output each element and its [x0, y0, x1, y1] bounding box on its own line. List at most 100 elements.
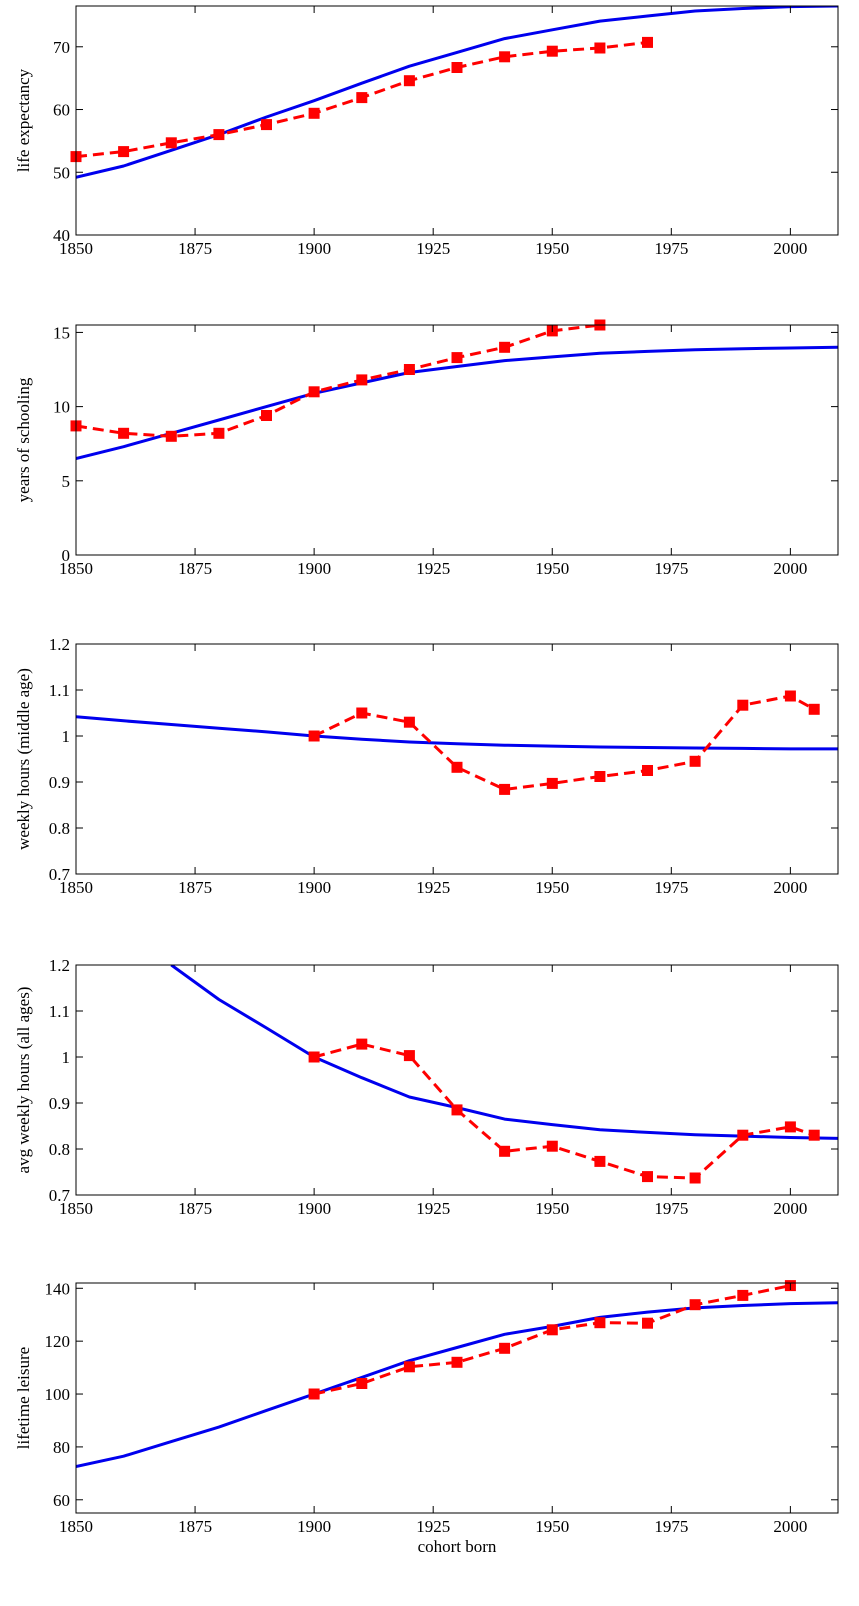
data-point-marker: [689, 1299, 701, 1311]
data-point-marker: [642, 36, 653, 48]
x-tick-label: 1850: [59, 559, 93, 578]
plot-area: [170, 965, 838, 1180]
model-series-line: [76, 715, 838, 751]
x-tick-label: 2000: [773, 1199, 807, 1218]
data-point-marker: [499, 1342, 511, 1354]
x-tick-label: 1975: [654, 239, 688, 258]
data-point-marker: [594, 771, 606, 782]
x-tick-label: 2000: [773, 1517, 807, 1536]
data-point-marker: [737, 1289, 749, 1301]
data-point-marker: [642, 1171, 653, 1183]
data-point-marker: [546, 1140, 558, 1152]
data-point-marker: [451, 1104, 463, 1116]
data-point-marker: [546, 1324, 558, 1336]
x-tick-label: 1975: [654, 878, 688, 897]
data-point-marker: [403, 1050, 415, 1062]
data-series-line: [76, 325, 601, 438]
data-point-marker: [261, 410, 272, 421]
y-tick-label: 0.7: [49, 865, 71, 884]
data-point-marker: [308, 386, 320, 398]
x-tick-label: 1925: [416, 1199, 450, 1218]
plot-area: [76, 6, 838, 179]
x-tick-label: 1950: [535, 239, 569, 258]
data-point-marker: [356, 374, 368, 386]
data-point-marker: [689, 755, 701, 767]
y-tick-label: 140: [45, 1279, 71, 1298]
y-tick-label: 0.9: [49, 773, 70, 792]
data-point-marker: [594, 1317, 606, 1329]
data-point-marker: [499, 51, 511, 63]
model-series-line: [76, 6, 838, 179]
x-tick-label: 1875: [178, 1199, 212, 1218]
y-tick-label: 5: [62, 472, 71, 491]
axes-box: [75, 1282, 839, 1514]
data-point-marker: [451, 62, 463, 73]
data-point-marker: [784, 690, 796, 702]
model-series-line: [76, 345, 838, 460]
data-point-marker: [499, 341, 511, 353]
y-tick-label: 0.8: [49, 819, 70, 838]
plot-area: [76, 694, 838, 791]
y-tick-label: 0.7: [49, 1186, 71, 1205]
x-tick-label: 1925: [416, 1517, 450, 1536]
chart-panel-2: 1850 1875 1900 1925 1950 1975 2000 0 5 10 15 years …: [14, 319, 839, 578]
x-tick-label: 1975: [654, 1517, 688, 1536]
y-tick-label: 0.8: [49, 1140, 70, 1159]
data-point-marker: [356, 707, 368, 719]
x-tick-label: 1850: [59, 878, 93, 897]
data-point-marker: [403, 364, 415, 375]
x-tick-label: 1975: [654, 1199, 688, 1218]
data-point-marker: [403, 1361, 415, 1373]
x-tick-label: 1950: [535, 878, 569, 897]
model-series-line: [76, 1301, 838, 1468]
chart-panel-4: 1850 1875 1900 1925 1950 1975 2000 0.7 0.8 0.9 1 1.…: [14, 956, 839, 1218]
x-tick-label: 1900: [297, 878, 331, 897]
chart-panel-3: 1850 1875 1900 1925 1950 1975 2000 0.7 0.8 0.9 1 1.…: [14, 635, 839, 897]
x-tick-label: 1875: [178, 878, 212, 897]
data-point-marker: [308, 730, 320, 742]
x-tick-label: 2000: [773, 239, 807, 258]
data-point-marker: [689, 1172, 701, 1184]
x-axis-label: cohort born: [418, 1537, 497, 1556]
y-axis-label: weekly hours (middle age): [14, 668, 33, 850]
axes-box: [75, 324, 839, 556]
data-point-marker: [594, 42, 606, 54]
data-point-marker: [261, 119, 272, 131]
y-tick-label: 50: [53, 163, 70, 182]
data-point-marker: [213, 129, 225, 141]
y-tick-label: 1: [62, 727, 71, 746]
data-point-marker: [356, 1378, 368, 1389]
y-axis-label: lifetime leisure: [14, 1347, 33, 1449]
model-series-line: [170, 965, 838, 1140]
data-point-marker: [165, 137, 177, 149]
y-tick-label: 15: [53, 323, 70, 342]
y-tick-label: 80: [53, 1438, 70, 1457]
y-axis-label: life expectancy: [14, 68, 33, 172]
data-point-marker: [308, 1388, 320, 1400]
x-tick-label: 1850: [59, 239, 93, 258]
x-tick-label: 1850: [59, 1517, 93, 1536]
data-point-marker: [118, 146, 130, 158]
x-tick-label: 1900: [297, 1517, 331, 1536]
data-point-marker: [737, 699, 749, 711]
plot-area: [76, 1284, 838, 1468]
data-point-marker: [642, 1317, 653, 1329]
data-point-marker: [213, 427, 225, 439]
axes-box: [75, 964, 839, 1196]
y-axis-label: years of schooling: [14, 377, 33, 502]
x-tick-label: 1900: [297, 239, 331, 258]
data-point-marker: [308, 1051, 320, 1063]
x-tick-label: 1875: [178, 239, 212, 258]
y-tick-label: 1.1: [49, 681, 70, 700]
data-point-marker: [356, 1038, 368, 1050]
data-point-marker: [784, 1121, 796, 1133]
y-tick-label: 40: [53, 226, 70, 245]
data-point-marker: [808, 1129, 820, 1141]
x-tick-label: 2000: [773, 878, 807, 897]
chart-panel-5: 1850 1875 1900 1925 1950 1975 2000 60 80 100 120 14…: [14, 1279, 839, 1556]
x-tick-label: 1950: [535, 1199, 569, 1218]
x-tick-label: 1900: [297, 1199, 331, 1218]
x-tick-label: 1925: [416, 239, 450, 258]
y-tick-label: 1: [62, 1048, 71, 1067]
data-series-line: [313, 1042, 815, 1180]
